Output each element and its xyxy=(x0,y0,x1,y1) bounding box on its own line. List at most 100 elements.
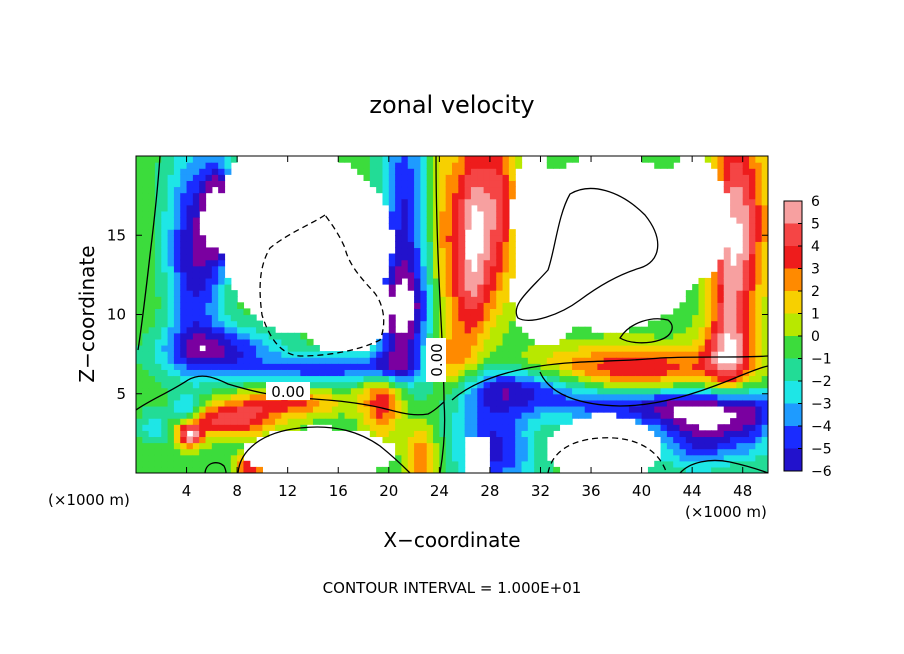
field-cell xyxy=(559,399,567,407)
field-cell xyxy=(666,466,674,473)
field-cell xyxy=(357,357,365,364)
field-cell xyxy=(167,369,175,377)
field-cell xyxy=(218,430,226,438)
field-cell xyxy=(211,381,219,389)
field-cell xyxy=(136,204,143,212)
field-cell xyxy=(730,156,737,163)
field-cell xyxy=(439,216,447,224)
field-cell xyxy=(388,259,396,267)
field-cell xyxy=(508,314,516,322)
field-cell xyxy=(142,393,150,401)
field-cell xyxy=(717,430,725,438)
field-cell xyxy=(445,198,453,206)
field-cell xyxy=(414,381,421,389)
field-cell xyxy=(173,344,181,352)
field-cell xyxy=(439,241,447,249)
contour-interval-footer: CONTOUR INTERVAL = 1.000E+01 xyxy=(323,579,582,597)
field-cell xyxy=(167,320,175,328)
field-cell xyxy=(230,332,238,340)
field-cell xyxy=(591,363,598,370)
field-cell xyxy=(433,448,440,456)
field-cell xyxy=(173,326,181,334)
field-cell xyxy=(717,326,725,334)
field-cell xyxy=(420,198,428,206)
colorbar-swatch xyxy=(784,336,802,359)
field-cell xyxy=(458,192,466,200)
field-cell xyxy=(224,454,232,462)
field-cell xyxy=(154,253,162,261)
field-cell xyxy=(249,393,257,401)
field-cell xyxy=(388,351,396,358)
field-cell xyxy=(439,229,447,236)
field-cell xyxy=(180,442,188,450)
field-cell xyxy=(357,424,365,431)
field-cell xyxy=(445,436,453,444)
field-cell xyxy=(477,168,485,175)
field-cell xyxy=(616,344,624,352)
field-cell xyxy=(401,418,409,425)
field-cell xyxy=(711,296,719,303)
field-cell xyxy=(294,424,301,431)
field-cell xyxy=(477,265,485,273)
field-cell xyxy=(142,454,150,462)
field-cell xyxy=(698,460,706,468)
field-cell xyxy=(660,314,668,322)
field-cell xyxy=(527,405,535,413)
field-cell xyxy=(414,265,421,273)
field-cell xyxy=(445,424,453,431)
field-cell xyxy=(211,448,219,456)
field-cell xyxy=(698,357,706,364)
field-cell xyxy=(489,405,497,413)
field-cell xyxy=(755,259,763,267)
field-cell xyxy=(723,259,731,267)
field-cell xyxy=(489,216,497,224)
field-cell xyxy=(477,363,485,370)
field-cell xyxy=(553,399,561,407)
field-cell xyxy=(136,424,143,431)
field-cell xyxy=(180,284,188,291)
field-cell xyxy=(496,460,504,468)
field-cell xyxy=(142,442,150,450)
field-cell xyxy=(749,381,756,389)
field-cell xyxy=(736,405,744,413)
field-cell xyxy=(275,338,282,346)
field-cell xyxy=(755,405,763,413)
field-cell xyxy=(205,259,213,267)
field-cell xyxy=(546,430,554,438)
field-cell xyxy=(407,399,415,407)
field-cell xyxy=(401,460,409,468)
field-cell xyxy=(761,405,768,413)
field-cell xyxy=(395,235,403,242)
field-cell xyxy=(363,369,371,377)
field-cell xyxy=(489,448,497,456)
field-cell xyxy=(142,265,150,273)
field-cell xyxy=(603,344,611,352)
field-cell xyxy=(199,460,207,468)
field-cell xyxy=(470,277,478,285)
field-cell xyxy=(426,277,434,285)
field-cell xyxy=(610,393,617,401)
field-cell xyxy=(407,174,415,181)
field-cell xyxy=(553,375,561,383)
field-cell xyxy=(496,302,504,310)
field-cell xyxy=(616,393,624,401)
field-cell xyxy=(730,387,737,395)
field-cell xyxy=(433,436,440,444)
field-cell xyxy=(192,466,200,473)
field-cell xyxy=(647,418,655,425)
field-cell xyxy=(515,369,523,377)
field-cell xyxy=(679,369,687,377)
field-cell xyxy=(344,381,352,389)
field-cell xyxy=(205,296,213,303)
field-cell xyxy=(237,418,245,425)
field-cell xyxy=(477,375,485,383)
field-cell xyxy=(388,326,396,334)
field-cell xyxy=(420,259,428,267)
field-cell xyxy=(515,156,523,163)
field-cell xyxy=(388,460,396,468)
field-cell xyxy=(414,192,421,200)
field-cell xyxy=(685,302,693,310)
field-cell xyxy=(230,418,238,425)
field-cell xyxy=(755,436,763,444)
field-cell xyxy=(660,387,668,395)
